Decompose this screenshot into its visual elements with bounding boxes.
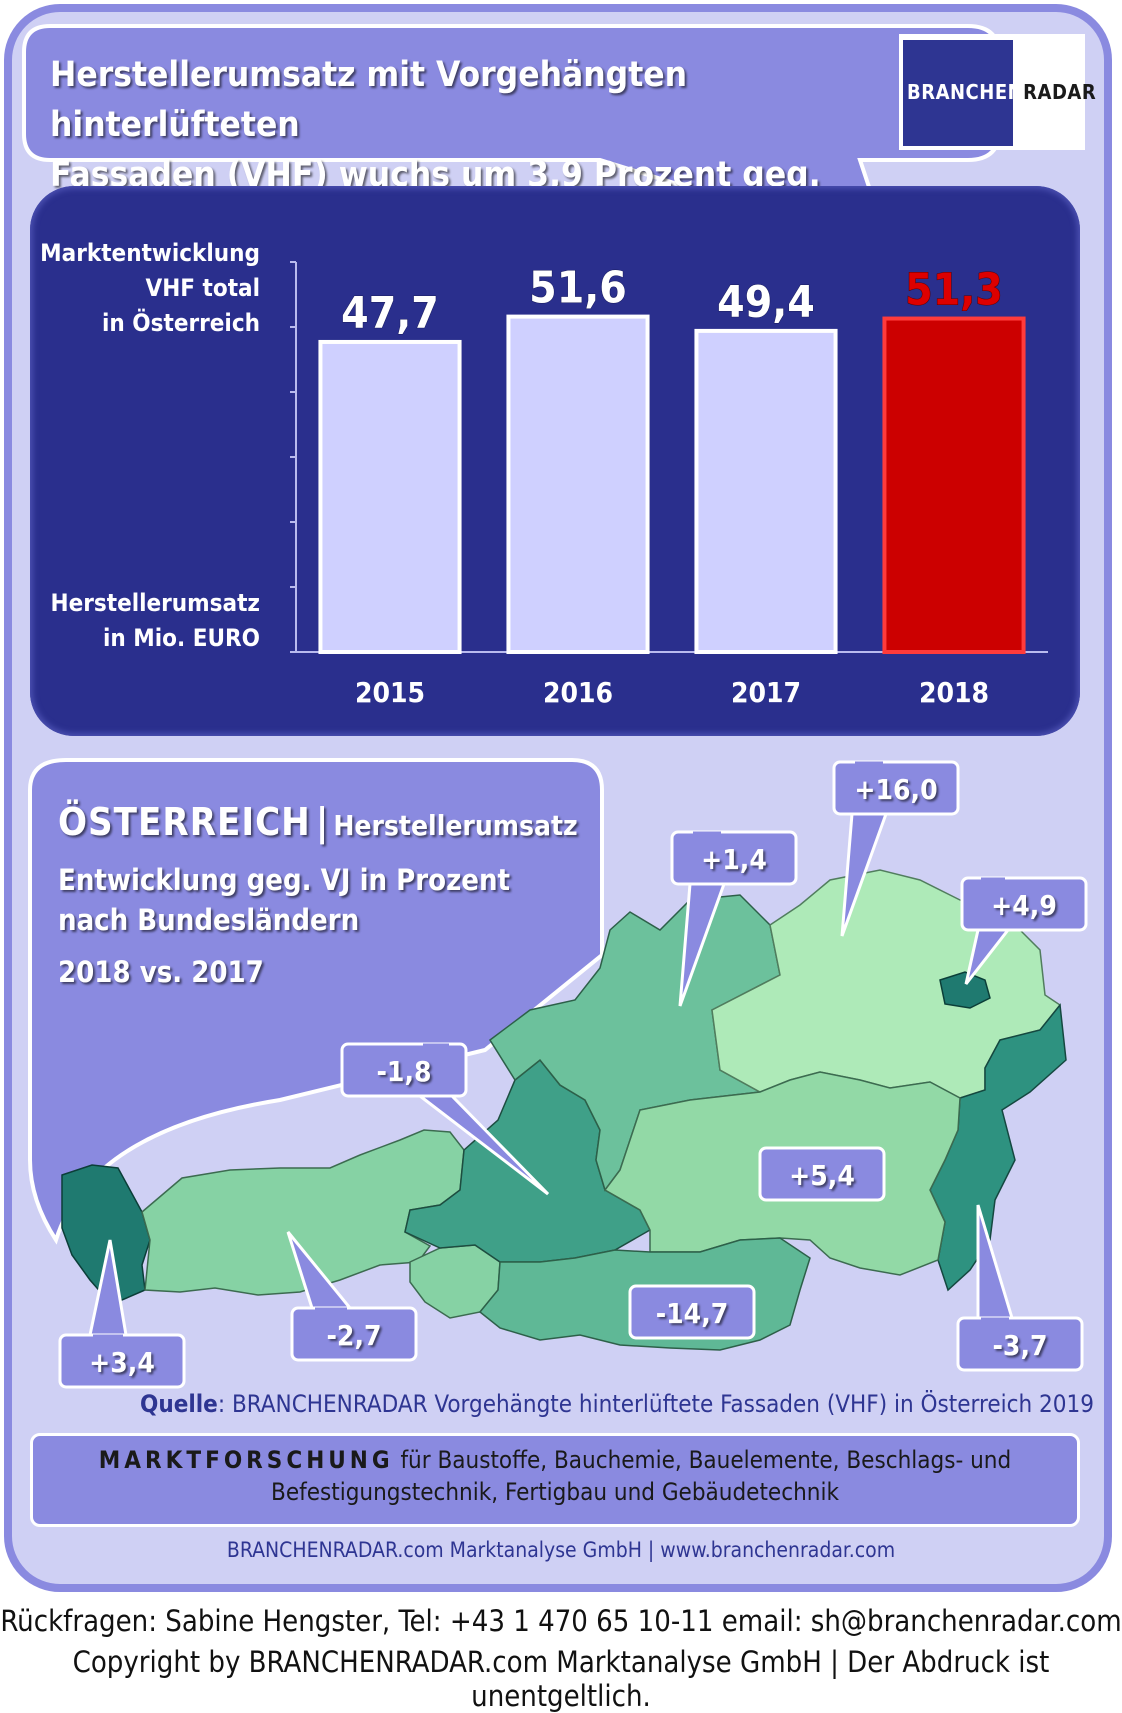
callout-value-oberoesterreich: +1,4 bbox=[701, 843, 767, 876]
callout-kaernten: -14,7 bbox=[628, 1284, 756, 1340]
headline-line1: Herstellerumsatz mit Vorgehängten hinter… bbox=[50, 55, 688, 145]
marktforschung-line1-rest: für Baustoffe, Bauchemie, Bauelemente, B… bbox=[393, 1446, 1012, 1474]
callout-value-wien: +4,9 bbox=[991, 889, 1057, 922]
marktforschung-box: MARKTFORSCHUNG für Baustoffe, Bauchemie,… bbox=[30, 1433, 1080, 1527]
callout-steiermark: +5,4 bbox=[758, 1146, 886, 1202]
callout-pointer-tirol bbox=[286, 1231, 354, 1310]
map-title-separator: | bbox=[315, 800, 329, 844]
bar-2016 bbox=[506, 314, 650, 654]
map-title-sub: Herstellerumsatz bbox=[333, 809, 578, 842]
callout-value-vorarlberg: +3,4 bbox=[89, 1346, 155, 1379]
callout-wien: +4,9 bbox=[960, 876, 1088, 985]
category-label-2016: 2016 bbox=[543, 676, 613, 709]
callout-value-burgenland: -3,7 bbox=[992, 1329, 1047, 1362]
map-period: 2018 vs. 2017 bbox=[58, 955, 264, 989]
map-subtitle-line1: Entwicklung geg. VJ in Prozent bbox=[58, 863, 511, 897]
callout-value-niederoesterreich: +16,0 bbox=[854, 773, 937, 806]
map-period-text: 2018 vs. 2017 bbox=[58, 955, 264, 989]
contact-line: Rückfragen: Sabine Hengster, Tel: +43 1 … bbox=[0, 1604, 1122, 1638]
y-label-top-3: in Österreich bbox=[102, 309, 260, 337]
bar-chart: 47,7 2015 51,6 2016 49,4 2017 51,3 2018 bbox=[290, 261, 1048, 709]
region-vorarlberg bbox=[61, 1164, 151, 1301]
callout-tirol: -2,7 bbox=[286, 1231, 418, 1362]
category-label-2015: 2015 bbox=[355, 676, 425, 709]
copyright-line: Copyright by BRANCHENRADAR.com Marktanal… bbox=[72, 1645, 1050, 1713]
callout-box-niederoesterreich bbox=[832, 760, 960, 816]
callout-box-kaernten bbox=[628, 1284, 756, 1340]
y-label-bottom-1: Herstellerumsatz bbox=[50, 589, 260, 617]
source-text: : BRANCHENRADAR Vorgehängte hinterlüftet… bbox=[217, 1390, 1094, 1418]
marktforschung-line2: Befestigungstechnik, Fertigbau und Gebäu… bbox=[271, 1478, 839, 1506]
callout-pointer-wien bbox=[964, 928, 1012, 985]
callout-pointer-salzburg bbox=[415, 1094, 550, 1196]
bar-2015 bbox=[318, 339, 462, 654]
y-label-top-2: VHF total bbox=[145, 274, 261, 302]
callout-value-tirol: -2,7 bbox=[326, 1319, 381, 1352]
value-label-2015: 47,7 bbox=[341, 288, 439, 339]
y-label-top-1: Marktentwicklung bbox=[40, 239, 260, 267]
logo-block bbox=[903, 40, 1013, 146]
callout-value-kaernten: -14,7 bbox=[656, 1297, 729, 1330]
bar-2018 bbox=[882, 316, 1026, 654]
callout-box-tirol bbox=[290, 1306, 418, 1362]
map-subtitle-line2: nach Bundesländern bbox=[58, 903, 360, 937]
category-label-2017: 2017 bbox=[731, 676, 801, 709]
callout-box-oberoesterreich bbox=[670, 830, 798, 886]
map-subtitle: Entwicklung geg. VJ in Prozent nach Bund… bbox=[58, 860, 510, 940]
austria-map bbox=[61, 869, 1067, 1351]
category-label-2018: 2018 bbox=[919, 676, 989, 709]
company-line: BRANCHENRADAR.com Marktanalyse GmbH | ww… bbox=[226, 1538, 896, 1562]
callout-box-burgenland bbox=[956, 1316, 1084, 1372]
logo-part2: RADAR bbox=[1023, 80, 1097, 104]
callout-pointer-oberoesterreich bbox=[678, 882, 727, 1007]
y-label-bottom-2: in Mio. EURO bbox=[103, 624, 260, 652]
callout-salzburg: -1,8 bbox=[340, 1042, 550, 1196]
map-callouts: +3,4 -2,7 -1,8 +1,4 +16,0 +4,9 +5,4 -14,7 -3,7 bbox=[58, 760, 1088, 1389]
callout-box-salzburg bbox=[340, 1042, 468, 1098]
value-label-2016: 51,6 bbox=[529, 263, 627, 314]
callout-vorarlberg: +3,4 bbox=[58, 1239, 186, 1389]
callout-box-steiermark bbox=[758, 1146, 886, 1202]
value-label-2018: 51,3 bbox=[905, 265, 1003, 316]
marktforschung-spaced: MARKTFORSCHUNG bbox=[98, 1446, 394, 1474]
logo-part1: BRANCHEN bbox=[907, 80, 1024, 104]
map-title-main: ÖSTERREICH bbox=[58, 800, 311, 844]
y-axis-label-bottom: Herstellerumsatz in Mio. EURO bbox=[40, 586, 260, 656]
callout-value-steiermark: +5,4 bbox=[789, 1159, 855, 1192]
callout-value-salzburg: -1,8 bbox=[376, 1055, 431, 1088]
callout-box-wien bbox=[960, 876, 1088, 932]
source-note: Quelle: BRANCHENRADAR Vorgehängte hinter… bbox=[140, 1390, 1094, 1418]
marktforschung-line1: MARKTFORSCHUNG für Baustoffe, Bauchemie,… bbox=[33, 1446, 1077, 1474]
region-wien bbox=[939, 971, 991, 1009]
logo-text: BRANCHENRADAR bbox=[907, 80, 1096, 104]
logo: BRANCHENRADAR bbox=[899, 34, 1096, 150]
y-axis-label-top: Marktentwicklung VHF total in Österreich bbox=[40, 236, 260, 341]
callout-niederoesterreich: +16,0 bbox=[832, 760, 960, 937]
bar-2017 bbox=[694, 328, 838, 654]
callout-oberoesterreich: +1,4 bbox=[670, 830, 798, 1007]
map-title: ÖSTERREICH | Herstellerumsatz bbox=[58, 800, 578, 844]
value-label-2017: 49,4 bbox=[717, 277, 815, 328]
source-label: Quelle bbox=[140, 1390, 218, 1418]
callout-pointer-vorarlberg bbox=[88, 1239, 128, 1337]
callout-pointer-niederoesterreich bbox=[840, 812, 889, 937]
callout-pointer-burgenland bbox=[976, 1204, 1015, 1320]
callout-burgenland: -3,7 bbox=[956, 1204, 1084, 1372]
